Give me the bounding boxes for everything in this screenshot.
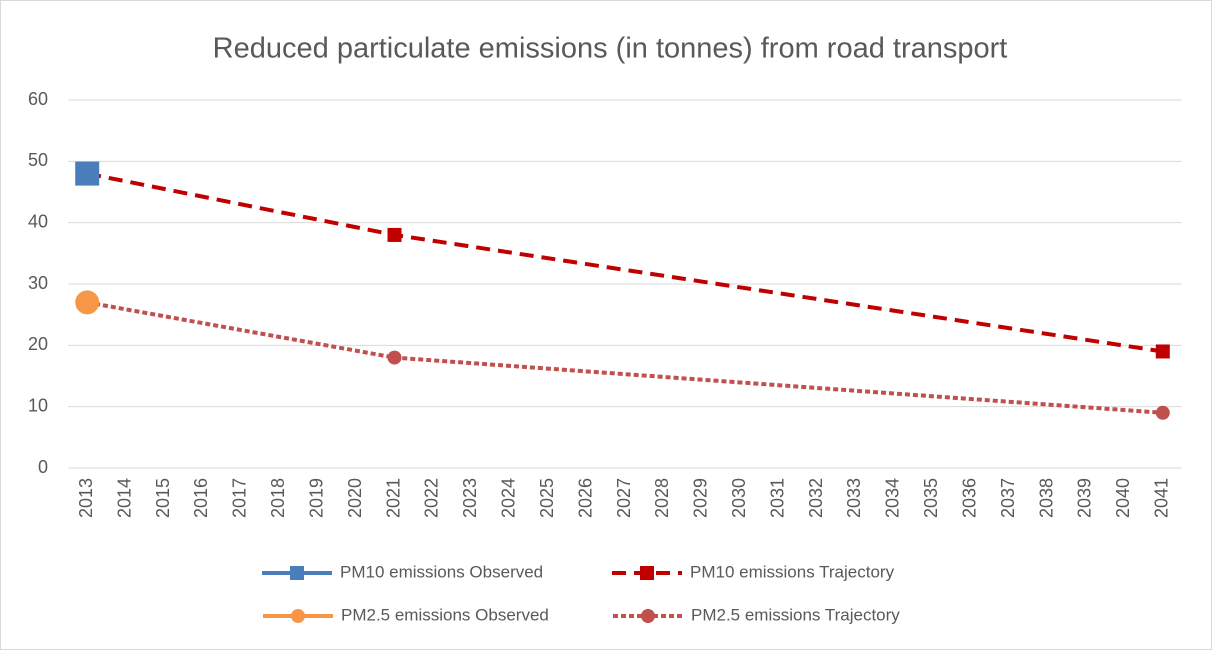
x-tick-label: 2040 <box>1113 478 1133 518</box>
legend-marker <box>641 609 655 623</box>
data-point <box>1155 344 1170 359</box>
x-tick-label: 2014 <box>114 478 134 518</box>
legend-label: PM2.5 emissions Observed <box>341 605 549 624</box>
legend-marker <box>291 609 305 623</box>
x-tick-label: 2029 <box>691 478 711 518</box>
x-tick-label: 2021 <box>383 478 403 518</box>
data-point <box>387 350 402 365</box>
x-tick-label: 2023 <box>460 478 480 518</box>
y-tick-label: 20 <box>28 334 48 354</box>
x-tick-label: 2020 <box>345 478 365 518</box>
x-tick-label: 2028 <box>652 478 672 518</box>
x-tick-label: 2037 <box>998 478 1018 518</box>
x-tick-label: 2034 <box>883 478 903 518</box>
y-tick-label: 40 <box>28 211 48 231</box>
legend-label: PM2.5 emissions Trajectory <box>691 605 900 624</box>
legend-marker <box>290 566 304 580</box>
x-tick-label: 2041 <box>1152 478 1172 518</box>
x-tick-label: 2032 <box>806 478 826 518</box>
x-tick-label: 2024 <box>499 478 519 518</box>
x-tick-label: 2026 <box>575 478 595 518</box>
data-point <box>75 290 100 315</box>
x-tick-label: 2017 <box>230 478 250 518</box>
x-tick-label: 2039 <box>1075 478 1095 518</box>
data-point <box>75 161 100 186</box>
y-tick-label: 50 <box>28 150 48 170</box>
data-point <box>387 227 402 242</box>
x-tick-label: 2025 <box>537 478 557 518</box>
x-tick-label: 2031 <box>767 478 787 518</box>
x-tick-label: 2019 <box>306 478 326 518</box>
legend-label: PM10 emissions Trajectory <box>690 562 895 581</box>
y-tick-label: 30 <box>28 273 48 293</box>
x-tick-label: 2036 <box>959 478 979 518</box>
x-tick-label: 2038 <box>1036 478 1056 518</box>
x-tick-label: 2035 <box>921 478 941 518</box>
x-tick-label: 2016 <box>191 478 211 518</box>
x-tick-label: 2013 <box>76 478 96 518</box>
y-tick-label: 60 <box>28 89 48 109</box>
x-tick-label: 2015 <box>153 478 173 518</box>
x-tick-label: 2022 <box>422 478 442 518</box>
x-tick-label: 2030 <box>729 478 749 518</box>
x-tick-label: 2018 <box>268 478 288 518</box>
y-tick-label: 10 <box>28 395 48 415</box>
data-point <box>1155 405 1170 420</box>
y-tick-label: 0 <box>38 457 48 477</box>
x-tick-label: 2027 <box>614 478 634 518</box>
legend-label: PM10 emissions Observed <box>340 562 543 581</box>
x-tick-label: 2033 <box>844 478 864 518</box>
legend-marker <box>640 566 654 580</box>
chart-title: Reduced particulate emissions (in tonnes… <box>213 33 1008 65</box>
